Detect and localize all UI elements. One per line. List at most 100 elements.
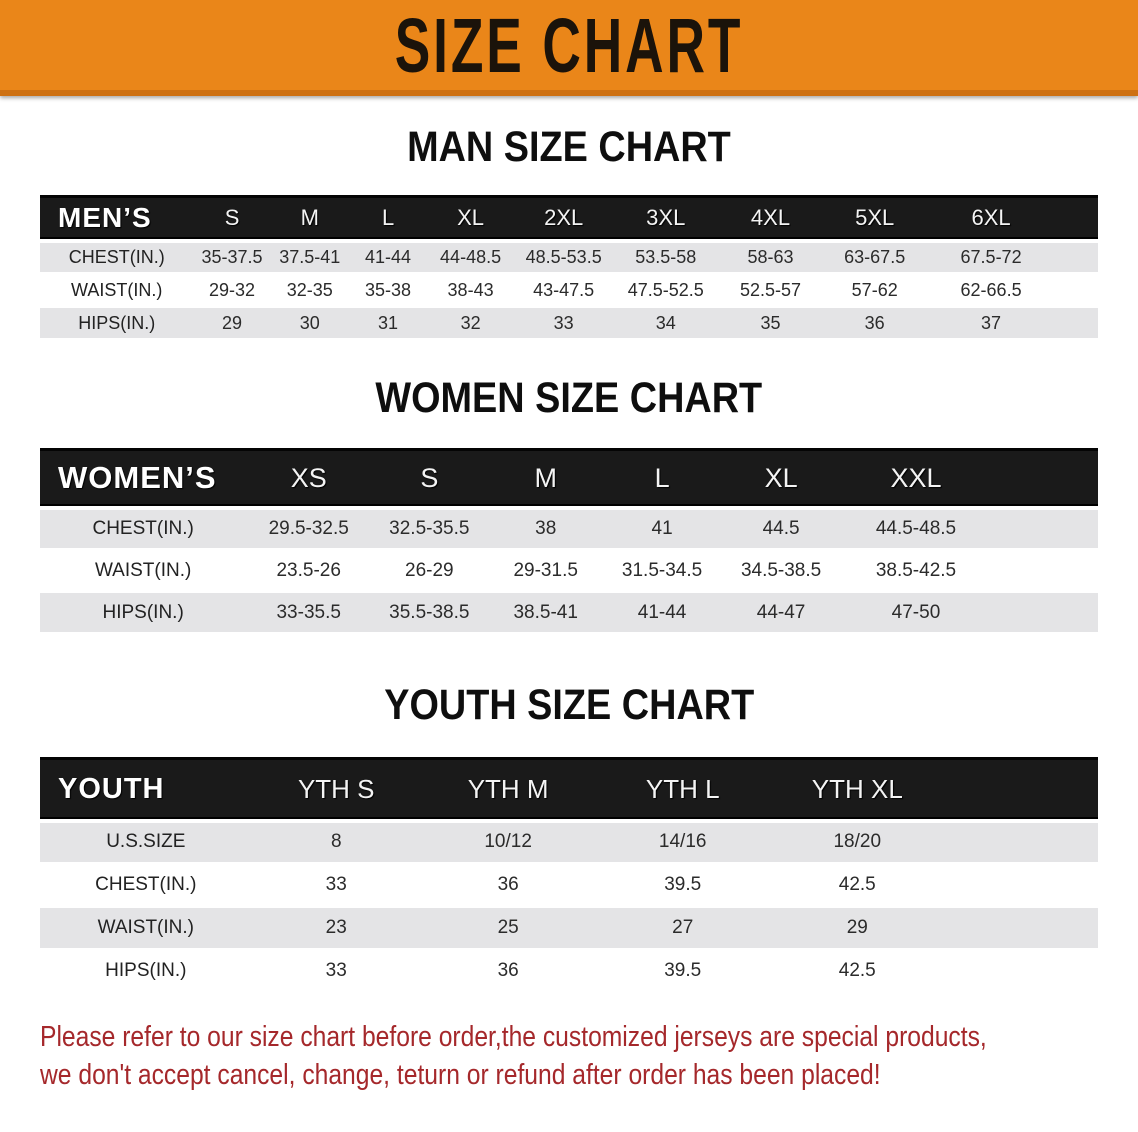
table-row-chest: CHEST(IN.) 29.5-32.5 32.5-35.5 38 41 44.… <box>40 507 1098 551</box>
size-value-cell: 37 <box>926 306 1056 341</box>
page-content: MAN SIZE CHART MEN’S S M L XL 2XL 3XL 4X… <box>0 96 1138 994</box>
size-value-cell: 34 <box>613 306 719 341</box>
size-value-cell: 37.5-41 <box>270 240 349 275</box>
banner-title: SIZE CHART <box>394 1 744 89</box>
size-value-cell: 32.5-35.5 <box>371 507 488 551</box>
filler-cell <box>990 549 1098 593</box>
size-value-cell: 31 <box>348 306 428 341</box>
row-label: U.S.SIZE <box>40 820 252 865</box>
size-value-cell: 41-44 <box>603 591 721 635</box>
size-value-cell: 23.5-26 <box>246 549 372 593</box>
size-value-cell: 57-62 <box>822 273 927 308</box>
size-value-cell: 33 <box>251 949 421 994</box>
women-table-header-row: WOMEN’S XS S M L XL XXL <box>40 448 1098 510</box>
table-row-hips: HIPS(IN.) 33 36 39.5 42.5 <box>40 949 1098 994</box>
size-value-cell: 36 <box>822 306 927 341</box>
size-value-cell: 14/16 <box>595 820 770 865</box>
size-value-cell: 35-38 <box>348 273 428 308</box>
size-value-cell: 27 <box>595 906 770 951</box>
size-value-cell: 52.5-57 <box>718 273 823 308</box>
size-value-cell: 34.5-38.5 <box>720 549 842 593</box>
size-column-header: 4XL <box>718 195 823 243</box>
size-value-cell: 63-67.5 <box>822 240 927 275</box>
size-value-cell: 35 <box>718 306 823 341</box>
size-value-cell: 58-63 <box>718 240 823 275</box>
man-size-section: MAN SIZE CHART MEN’S S M L XL 2XL 3XL 4X… <box>40 96 1098 341</box>
size-value-cell: 26-29 <box>371 549 488 593</box>
size-value-cell: 44.5 <box>720 507 842 551</box>
row-label: WAIST(IN.) <box>40 273 194 308</box>
size-value-cell: 48.5-53.5 <box>513 240 614 275</box>
table-row-waist: WAIST(IN.) 23.5-26 26-29 29-31.5 31.5-34… <box>40 549 1098 593</box>
size-value-cell: 39.5 <box>595 949 770 994</box>
disclaimer-line-1: Please refer to our size chart before or… <box>40 1021 987 1053</box>
filler-cell <box>990 591 1098 635</box>
table-row-us-size: U.S.SIZE 8 10/12 14/16 18/20 <box>40 820 1098 865</box>
size-value-cell: 38 <box>487 507 604 551</box>
row-label: CHEST(IN.) <box>40 863 252 908</box>
size-value-cell: 33 <box>251 863 421 908</box>
size-value-cell: 18/20 <box>769 820 945 865</box>
row-label: WAIST(IN.) <box>40 549 247 593</box>
size-value-cell: 29.5-32.5 <box>246 507 372 551</box>
size-column-header: YTH S <box>251 757 421 823</box>
filler-cell <box>944 863 1098 908</box>
size-value-cell: 44-47 <box>720 591 842 635</box>
filler-cell <box>1055 273 1098 308</box>
row-label: HIPS(IN.) <box>40 306 194 341</box>
filler-cell <box>990 448 1098 510</box>
filler-cell <box>944 757 1098 823</box>
size-value-cell: 53.5-58 <box>613 240 719 275</box>
size-value-cell: 32-35 <box>270 273 349 308</box>
man-size-table: MEN’S S M L XL 2XL 3XL 4XL 5XL 6XL CHEST… <box>40 195 1098 341</box>
size-value-cell: 29 <box>193 306 271 341</box>
size-value-cell: 35.5-38.5 <box>371 591 488 635</box>
size-value-cell: 23 <box>251 906 421 951</box>
size-value-cell: 25 <box>420 906 596 951</box>
size-chart-banner: SIZE CHART <box>0 0 1138 96</box>
table-corner-label: WOMEN’S <box>40 448 247 510</box>
size-value-cell: 29 <box>769 906 945 951</box>
size-value-cell: 36 <box>420 949 596 994</box>
size-value-cell: 38.5-41 <box>487 591 604 635</box>
women-size-table: WOMEN’S XS S M L XL XXL CHEST(IN.) 29.5-… <box>40 448 1098 635</box>
size-column-header: YTH XL <box>769 757 945 823</box>
table-row-waist: WAIST(IN.) 29-32 32-35 35-38 38-43 43-47… <box>40 273 1098 308</box>
size-column-header: XL <box>720 448 842 510</box>
size-column-header: XXL <box>841 448 991 510</box>
table-row-waist: WAIST(IN.) 23 25 27 29 <box>40 906 1098 951</box>
table-row-chest: CHEST(IN.) 33 36 39.5 42.5 <box>40 863 1098 908</box>
size-value-cell: 42.5 <box>769 863 945 908</box>
size-value-cell: 8 <box>251 820 421 865</box>
size-column-header: S <box>193 195 271 243</box>
size-value-cell: 30 <box>270 306 349 341</box>
size-column-header: M <box>487 448 604 510</box>
size-column-header: 2XL <box>513 195 614 243</box>
size-column-header: XS <box>246 448 372 510</box>
size-value-cell: 31.5-34.5 <box>603 549 721 593</box>
youth-size-table: YOUTH YTH S YTH M YTH L YTH XL U.S.SIZE … <box>40 757 1098 994</box>
filler-cell <box>990 507 1098 551</box>
size-value-cell: 43-47.5 <box>513 273 614 308</box>
size-value-cell: 41-44 <box>348 240 428 275</box>
size-column-header: YTH M <box>420 757 596 823</box>
size-column-header: L <box>348 195 428 243</box>
size-value-cell: 67.5-72 <box>926 240 1056 275</box>
size-value-cell: 38.5-42.5 <box>841 549 991 593</box>
row-label: CHEST(IN.) <box>40 507 247 551</box>
size-column-header: S <box>371 448 488 510</box>
women-size-section: WOMEN SIZE CHART WOMEN’S XS S M L XL XXL <box>40 341 1098 635</box>
size-value-cell: 10/12 <box>420 820 596 865</box>
row-label: HIPS(IN.) <box>40 591 247 635</box>
size-value-cell: 33 <box>513 306 614 341</box>
man-table-header-row: MEN’S S M L XL 2XL 3XL 4XL 5XL 6XL <box>40 195 1098 243</box>
man-section-heading: MAN SIZE CHART <box>407 123 731 171</box>
size-column-header: 6XL <box>926 195 1056 243</box>
table-row-hips: HIPS(IN.) 29 30 31 32 33 34 35 36 37 <box>40 306 1098 341</box>
size-value-cell: 38-43 <box>427 273 514 308</box>
size-column-header: 3XL <box>613 195 719 243</box>
size-value-cell: 41 <box>603 507 721 551</box>
filler-cell <box>944 949 1098 994</box>
size-value-cell: 62-66.5 <box>926 273 1056 308</box>
youth-table-header-row: YOUTH YTH S YTH M YTH L YTH XL <box>40 757 1098 823</box>
